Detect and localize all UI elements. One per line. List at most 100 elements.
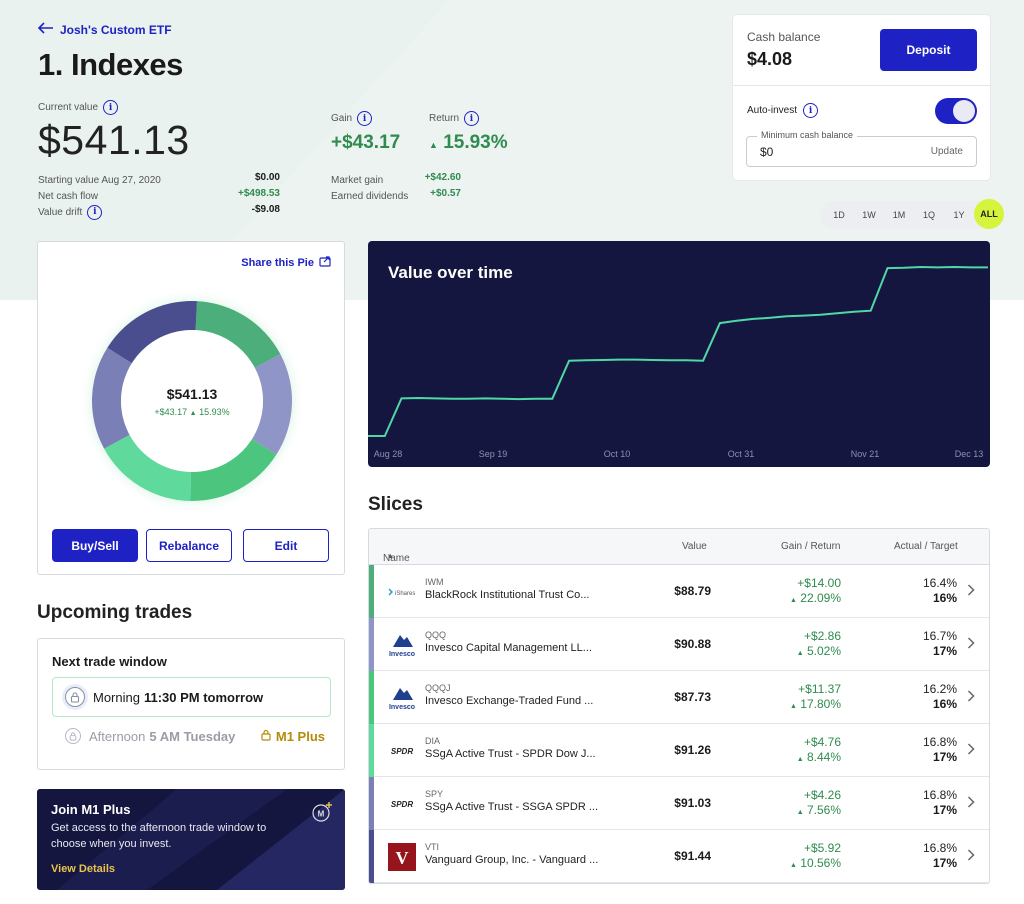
- table-header: Name ▲ Value Gain / Return Actual / Targ…: [369, 529, 989, 565]
- slice-return: ▲ 8.44%: [796, 750, 841, 764]
- slice-ticker: DIA: [425, 736, 441, 746]
- back-link[interactable]: Josh's Custom ETF: [37, 22, 172, 37]
- x-tick-label: Sep 19: [479, 449, 508, 459]
- m1-plus-badge[interactable]: M1 Plus: [261, 729, 325, 744]
- slice-name: SSgA Active Trust - SPDR Dow J...: [425, 748, 596, 760]
- value-line-chart[interactable]: Aug 28 Sep 19 Oct 10 Oct 31 Nov 21 Dec 13: [368, 241, 990, 467]
- slice-target: 17%: [932, 644, 957, 658]
- buy-sell-button[interactable]: Buy/Sell: [52, 529, 138, 562]
- fund-logo-icon: iShares: [387, 578, 417, 606]
- chevron-right-icon[interactable]: [967, 689, 975, 705]
- info-icon[interactable]: i: [803, 103, 819, 118]
- slice-ticker: QQQJ: [425, 683, 451, 693]
- value-header[interactable]: Value: [682, 541, 707, 552]
- period-1q[interactable]: 1Q: [922, 210, 935, 220]
- info-icon[interactable]: i: [87, 204, 103, 220]
- period-1m[interactable]: 1M: [892, 210, 906, 220]
- dividends-label: Earned dividends: [331, 190, 409, 202]
- period-all[interactable]: ALL: [974, 199, 1004, 229]
- info-icon[interactable]: i: [464, 111, 480, 126]
- slice-value: $88.79: [674, 584, 711, 598]
- slice-color-bar: [369, 724, 374, 777]
- return-value: ▲ 15.93%: [429, 132, 508, 153]
- period-1d[interactable]: 1D: [833, 210, 845, 220]
- table-row[interactable]: V VTI Vanguard Group, Inc. - Vanguard ... $…: [369, 830, 989, 883]
- slice-name: Vanguard Group, Inc. - Vanguard ...: [425, 854, 599, 866]
- market-gain-value: +$42.60: [424, 172, 461, 183]
- starting-value: $0.00: [254, 172, 280, 183]
- info-icon[interactable]: i: [357, 111, 373, 126]
- slice-return: ▲ 17.80%: [790, 697, 841, 711]
- triangle-up-icon: ▲: [796, 809, 804, 816]
- auto-invest-toggle[interactable]: [935, 98, 977, 124]
- period-1w[interactable]: 1W: [862, 210, 876, 220]
- table-row[interactable]: SPDR DIA SSgA Active Trust - SPDR Dow J...…: [369, 724, 989, 777]
- trade-window-card: Next trade window Morning 11:30 PM tomor…: [37, 638, 345, 770]
- fund-logo-icon: Invesco: [387, 631, 417, 659]
- slice-return: ▲ 10.56%: [790, 856, 841, 870]
- triangle-up-icon: ▲: [790, 703, 797, 710]
- slice-color-bar: [369, 777, 374, 830]
- donut-segment-qqq[interactable]: [251, 354, 292, 455]
- view-details-link[interactable]: View Details: [51, 863, 115, 875]
- x-tick-label: Oct 31: [728, 449, 755, 459]
- upcoming-trades-title: Upcoming trades: [37, 602, 193, 623]
- donut-center: $541.13 +$43.17 ▲ 15.93%: [82, 291, 302, 511]
- chevron-right-icon[interactable]: [967, 742, 975, 758]
- donut-segment-vti[interactable]: [107, 301, 197, 364]
- gain-breakdown: Market gain +$42.60 Earned dividends +$0…: [331, 172, 461, 204]
- slice-name: SSgA Active Trust - SSGA SPDR ...: [425, 801, 599, 813]
- gain-value: +$43.17: [331, 132, 401, 153]
- donut-segment-iwm[interactable]: [195, 301, 281, 368]
- period-1y[interactable]: 1Y: [953, 210, 965, 220]
- deposit-button[interactable]: Deposit: [880, 29, 977, 71]
- gain-return-header[interactable]: Gain / Return: [781, 541, 841, 552]
- starting-value-label: Starting value Aug 27, 2020: [38, 174, 161, 186]
- cash-balance-card: Cash balance $4.08 Deposit Auto-invest i…: [733, 15, 990, 180]
- slice-value: $91.26: [674, 743, 711, 757]
- auto-invest-label: Auto-invest i: [747, 103, 819, 118]
- minimum-cash-label: Minimum cash balance: [757, 130, 858, 140]
- edit-button[interactable]: Edit: [243, 529, 329, 562]
- lock-icon: [261, 729, 271, 744]
- slice-color-bar: [369, 830, 374, 883]
- chevron-right-icon[interactable]: [967, 583, 975, 599]
- minimum-cash-field[interactable]: Minimum cash balance $0 Update: [746, 130, 977, 167]
- info-icon[interactable]: i: [103, 100, 119, 115]
- chevron-right-icon[interactable]: [967, 795, 975, 811]
- fund-logo-icon: Invesco: [387, 684, 417, 712]
- share-pie-link[interactable]: Share this Pie: [241, 256, 331, 270]
- svg-text:SPDR: SPDR: [391, 747, 413, 756]
- update-button[interactable]: Update: [930, 146, 963, 157]
- actual-target-header[interactable]: Actual / Target: [894, 541, 958, 552]
- slice-ticker: VTI: [425, 842, 440, 852]
- svg-text:iShares: iShares: [395, 591, 415, 597]
- slice-target: 17%: [932, 803, 957, 817]
- triangle-up-icon: ▲: [189, 409, 197, 417]
- slice-name: BlackRock Institutional Trust Co...: [425, 589, 590, 601]
- donut-segment-spy[interactable]: [92, 347, 132, 449]
- pie-card: Share this Pie $541.13 +$43.17 ▲ 15.93% …: [37, 241, 345, 575]
- table-row[interactable]: iShares IWM BlackRock Institutional Trust …: [369, 565, 989, 618]
- donut-segment-dia[interactable]: [104, 434, 191, 501]
- net-cash-flow-label: Net cash flow: [38, 190, 99, 202]
- back-link-label: Josh's Custom ETF: [60, 22, 172, 37]
- table-row[interactable]: Invesco QQQJ Invesco Exchange-Traded Fund …: [369, 671, 989, 724]
- chevron-right-icon[interactable]: [967, 636, 975, 652]
- slice-gain: +$5.92: [803, 841, 841, 855]
- table-row[interactable]: SPDR SPY SSgA Active Trust - SSGA SPDR ...…: [369, 777, 989, 830]
- table-row[interactable]: Invesco QQQ Invesco Capital Management LL.…: [369, 618, 989, 671]
- rebalance-button[interactable]: Rebalance: [146, 529, 232, 562]
- chevron-right-icon[interactable]: [967, 848, 975, 864]
- donut-segment-qqqj[interactable]: [190, 439, 277, 501]
- value-series-line: [368, 265, 988, 437]
- afternoon-label: Afternoon: [89, 728, 146, 744]
- x-tick-label: Oct 10: [604, 449, 631, 459]
- donut-hole: [121, 330, 263, 472]
- fund-logo-icon: SPDR: [387, 790, 417, 818]
- sort-up-icon: ▲: [387, 553, 394, 560]
- slice-color-bar: [369, 618, 374, 671]
- slice-target: 17%: [932, 750, 957, 764]
- page-title: 1. Indexes: [38, 47, 183, 82]
- slice-actual: 16.8%: [922, 788, 957, 802]
